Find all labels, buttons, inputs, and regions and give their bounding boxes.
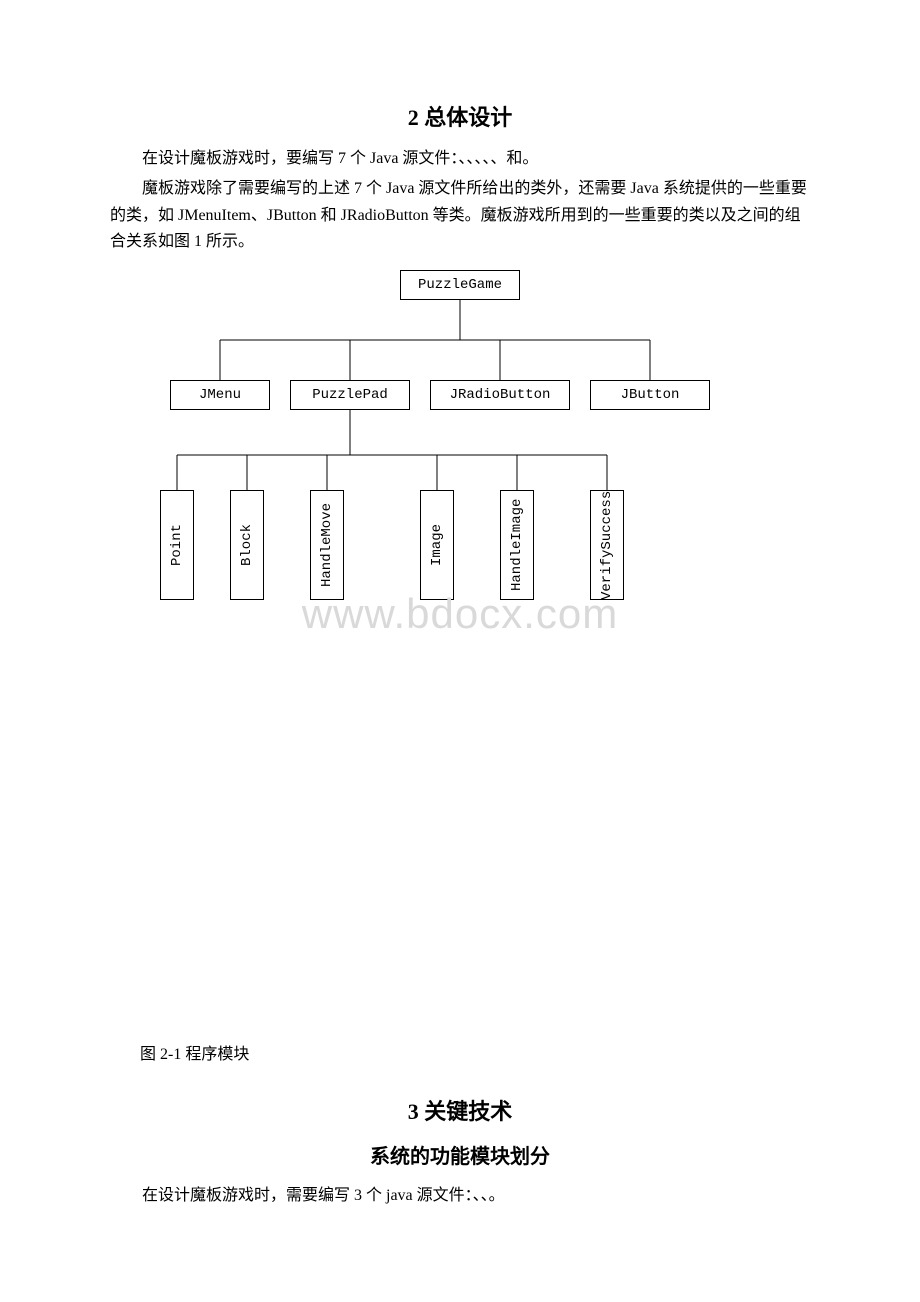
node-puzzlepad: PuzzlePad <box>290 380 410 410</box>
node-jbutton: JButton <box>590 380 710 410</box>
node-handlemove: HandleMove <box>310 490 344 600</box>
section-3-heading: 3 关键技术 <box>110 1094 810 1126</box>
node-handleimage: HandleImage <box>500 490 534 600</box>
class-diagram: PuzzleGame JMenu PuzzlePad JRadioButton … <box>110 270 810 620</box>
section-3-para-1: 在设计魔板游戏时，需要编写 3 个 java 源文件：、、。 <box>110 1183 810 1209</box>
diagram-connectors <box>110 270 810 620</box>
node-puzzlegame: PuzzleGame <box>400 270 520 300</box>
node-jradiobutton: JRadioButton <box>430 380 570 410</box>
node-image: Image <box>420 490 454 600</box>
node-block: Block <box>230 490 264 600</box>
node-verifysuccess: VerifySuccess <box>590 490 624 600</box>
figure-caption: 图 2-1 程序模块 <box>140 1040 810 1064</box>
section-3-subheading: 系统的功能模块划分 <box>110 1140 810 1169</box>
section-2-heading: 2 总体设计 <box>110 100 810 132</box>
section-2-para-2: 魔板游戏除了需要编写的上述 7 个 Java 源文件所给出的类外，还需要 Jav… <box>110 176 810 255</box>
node-jmenu: JMenu <box>170 380 270 410</box>
section-2-para-1: 在设计魔板游戏时，要编写 7 个 Java 源文件：、、、、、和。 <box>110 146 810 172</box>
node-point: Point <box>160 490 194 600</box>
